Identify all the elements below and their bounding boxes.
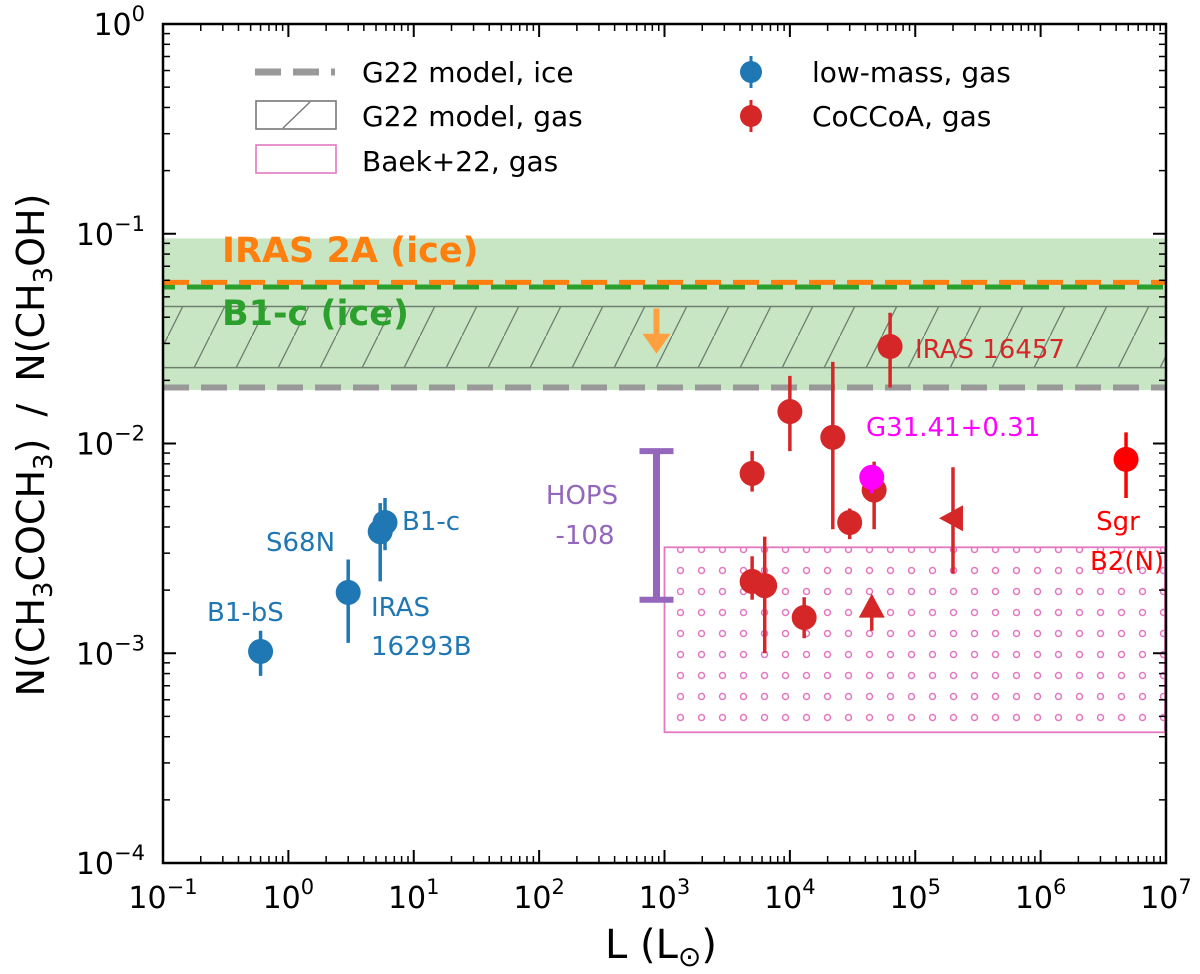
x-tick-base-2: 10 — [388, 881, 426, 916]
cocco-point-8 — [877, 334, 903, 360]
hops108-range — [639, 448, 674, 603]
x-tick-base-0: 10 — [128, 881, 166, 916]
x-tick-exp-2: 1 — [426, 875, 439, 899]
x-tick-exp-8: 7 — [1178, 875, 1191, 899]
x-tick-label-8: 107 — [1140, 875, 1192, 916]
y-label-sub2: 3 — [29, 453, 59, 470]
y-tick-base-2: 10 — [76, 428, 114, 463]
y-tick-label-2: 10−2 — [76, 422, 145, 463]
y-tick-exp-0: −4 — [114, 841, 145, 865]
label-iras-line1: IRAS — [371, 593, 430, 623]
x-tick-label-5: 104 — [764, 875, 816, 916]
legend-cocco-label: CoCCoA, gas — [812, 100, 991, 133]
cocco-point-6 — [837, 510, 863, 536]
low-mass-point-0 — [248, 638, 274, 664]
x-axis-label-close: ) — [701, 922, 717, 968]
sgrb2-point — [1113, 446, 1139, 472]
axes: 10−1 100 101 102 103 104 105 106 10710−410−310−2… — [76, 2, 1192, 916]
label-b1-bs: B1-bS — [207, 598, 284, 628]
y-label-den: N(CH — [9, 283, 53, 381]
label-iras16457: IRAS 16457 — [915, 335, 1065, 365]
x-tick-exp-3: 2 — [552, 875, 565, 899]
x-tick-label-2: 101 — [388, 875, 440, 916]
x-tick-exp-1: 0 — [301, 875, 314, 899]
y-tick-base-3: 10 — [76, 218, 114, 253]
label-s68n: S68N — [266, 528, 335, 558]
x-tick-exp-0: −1 — [167, 875, 198, 899]
x-axis-label-sub: ⊙ — [678, 940, 701, 973]
y-label-sep: / — [9, 404, 53, 417]
y-label-den-sub: 3 — [29, 267, 59, 284]
y-label-sub1: 3 — [29, 582, 59, 599]
y-tick-label-1: 10−3 — [76, 631, 145, 672]
x-tick-exp-4: 3 — [677, 875, 690, 899]
upper-limit-arrow-head — [642, 333, 671, 354]
y-tick-exp-3: −1 — [114, 212, 145, 236]
legend-cocco-marker — [740, 105, 762, 127]
label-hops-line2: -108 — [555, 521, 614, 551]
legend: G22 model, ice G22 model, gas Baek+22, g… — [255, 56, 1011, 178]
y-tick-label-4: 100 — [93, 2, 145, 43]
cocco-point-5 — [820, 424, 846, 450]
x-axis-label: L (L⊙) — [605, 922, 717, 973]
y-tick-label-3: 10−1 — [76, 212, 145, 253]
x-tick-base-6: 10 — [889, 881, 927, 916]
x-tick-base-5: 10 — [764, 881, 802, 916]
cocco-point-9 — [858, 593, 885, 618]
y-tick-exp-4: 0 — [132, 2, 145, 26]
iras2a-ice-label: IRAS 2A (ice) — [222, 231, 479, 271]
y-tick-base-0: 10 — [76, 847, 114, 882]
legend-g22-gas-label: G22 model, gas — [362, 100, 583, 133]
x-tick-exp-5: 4 — [802, 875, 815, 899]
y-tick-base-1: 10 — [76, 637, 114, 672]
label-hops-line1: HOPS — [546, 481, 618, 511]
legend-baek-label: Baek+22, gas — [362, 145, 558, 178]
x-tick-base-4: 10 — [639, 881, 677, 916]
low-mass-point-1 — [335, 579, 361, 605]
cocco-point-0 — [739, 460, 765, 486]
legend-low-mass-marker — [740, 61, 762, 83]
label-b2n: B2(N) — [1090, 547, 1164, 577]
legend-g22-gas-hatch — [282, 101, 311, 129]
points-layer — [248, 312, 1139, 676]
x-tick-base-7: 10 — [1015, 881, 1053, 916]
y-axis-label: N(CH3COCH3)/N(CH3OH) — [9, 194, 59, 697]
plot-frame — [161, 22, 1168, 865]
x-tick-exp-7: 6 — [1053, 875, 1066, 899]
x-tick-exp-6: 5 — [928, 875, 941, 899]
y-tick-label-0: 10−4 — [76, 841, 145, 882]
x-tick-base-3: 10 — [513, 881, 551, 916]
x-tick-base-1: 10 — [263, 881, 301, 916]
y-tick-base-4: 10 — [93, 8, 131, 43]
y-label-den-close: OH) — [9, 194, 53, 267]
y-label-mid: COCH — [9, 470, 53, 582]
legend-baek-swatch — [255, 144, 337, 174]
label-g31: G31.41+0.31 — [866, 413, 1040, 443]
x-axis-label-base: L (L — [605, 922, 679, 968]
y-label-num-close: ) — [9, 439, 53, 454]
label-b1-c: B1-c — [402, 507, 460, 537]
x-tick-label-0: 10−1 — [128, 875, 197, 916]
legend-low-mass-label: low-mass, gas — [812, 56, 1011, 89]
label-sgr: Sgr — [1096, 507, 1140, 537]
label-iras-line2: 16293B — [371, 632, 472, 662]
y-label-num: N(CH — [9, 598, 53, 696]
cocco-point-10 — [938, 505, 963, 532]
x-tick-label-7: 106 — [1015, 875, 1067, 916]
x-tick-label-6: 105 — [889, 875, 941, 916]
x-tick-label-4: 103 — [639, 875, 691, 916]
x-tick-label-3: 102 — [513, 875, 565, 916]
b1c-ice-label: B1-c (ice) — [222, 294, 409, 334]
cocco-point-3 — [777, 399, 803, 425]
x-tick-base-8: 10 — [1140, 881, 1178, 916]
legend-g22-ice-label: G22 model, ice — [362, 56, 574, 89]
low-mass-point-3 — [372, 510, 398, 536]
cocco-point-2 — [752, 573, 778, 599]
g31-point — [859, 464, 885, 490]
y-tick-exp-2: −2 — [114, 422, 145, 446]
cocco-point-4 — [791, 605, 817, 631]
y-tick-exp-1: −3 — [114, 631, 145, 655]
x-tick-label-1: 100 — [263, 875, 315, 916]
